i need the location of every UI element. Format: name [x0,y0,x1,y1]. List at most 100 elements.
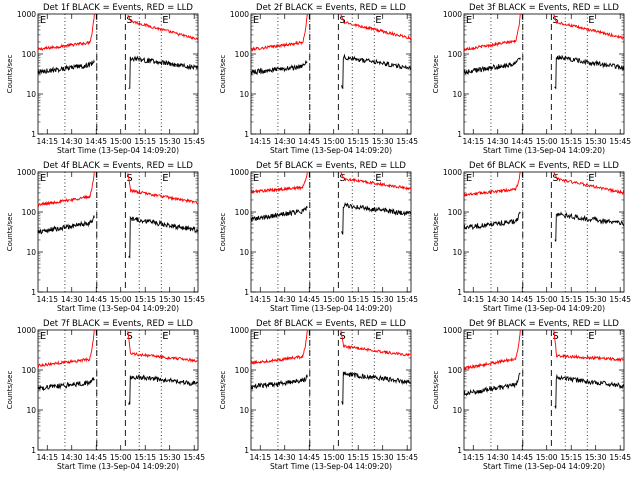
y-tick-label: 10 [452,90,462,99]
events-series-line [37,215,95,235]
y-tick-label: 100 [448,366,463,375]
event-marker-label: E [162,15,168,26]
event-marker-label: E [588,331,594,342]
x-tick-label: 14:45 [511,295,533,304]
x-tick-label: 14:15 [249,137,271,146]
y-tick-label: 1 [457,288,462,297]
panel-title: Det 4f BLACK = Events, RED = LLD [43,161,193,171]
lld-series-line [250,171,308,194]
y-tick-label: 1000 [230,168,249,177]
x-tick-label: 14:45 [511,137,533,146]
lld-series-line [37,329,95,369]
event-marker-label: S [339,331,345,342]
x-tick-label: 15:45 [183,295,205,304]
y-tick-label: 1000 [230,326,249,335]
y-tick-label: 10 [26,406,36,415]
event-marker-label: E [588,173,594,184]
y-tick-label: 10 [239,248,249,257]
x-axis-label: Start Time (13-Sep-04 14:09:20) [270,146,392,155]
lld-series-line [553,330,625,363]
panel-title: Det 9f BLACK = Events, RED = LLD [469,319,619,329]
x-tick-label: 14:30 [61,295,83,304]
lld-series-line [37,171,95,208]
lld-series-line [250,14,308,53]
lld-series-line [340,171,412,191]
x-tick-label: 15:45 [396,453,418,462]
y-tick-label: 1 [31,130,36,139]
x-axis-label: Start Time (13-Sep-04 14:09:20) [483,304,605,313]
panel-title: Det 2f BLACK = Events, RED = LLD [256,3,406,13]
x-tick-label: 15:15 [560,453,582,462]
y-tick-label: 100 [22,208,37,217]
x-tick-label: 15:15 [560,137,582,146]
events-series-line [128,215,199,259]
event-marker-label: S [552,173,558,184]
y-axis-label: Counts/sec [432,213,440,252]
event-marker-label: S [126,15,132,26]
x-axis-label: Start Time (13-Sep-04 14:09:20) [483,146,605,155]
lld-series-line [37,14,95,52]
event-marker-label: E [253,173,259,184]
x-tick-label: 14:45 [298,295,320,304]
x-tick-label: 14:45 [511,453,533,462]
event-marker-label: E [466,173,472,184]
plot-frame [250,171,412,293]
x-tick-label: 15:30 [372,295,394,304]
detector-panel: Det 9f BLACK = Events, RED = LLD 1 10 100 10… [432,319,631,471]
lld-series-line [340,329,412,357]
x-tick-label: 14:45 [298,137,320,146]
detector-panel: Det 1f BLACK = Events, RED = LLD 1 10 100 10… [6,3,205,155]
x-tick-label: 15:15 [134,295,156,304]
y-tick-label: 1000 [230,10,249,19]
y-axis-label: Counts/sec [219,55,227,94]
event-marker-label: E [162,173,168,184]
events-series-line [37,59,95,76]
x-tick-label: 15:45 [609,295,631,304]
y-tick-label: 1 [457,446,462,455]
x-tick-label: 14:15 [249,295,271,304]
x-axis-label: Start Time (13-Sep-04 14:09:20) [270,304,392,313]
x-tick-label: 15:45 [183,137,205,146]
plot-frame [463,171,625,293]
lld-series-line [127,331,199,363]
x-tick-label: 15:00 [110,453,132,462]
y-tick-label: 1000 [443,168,462,177]
event-marker-label: E [375,331,381,342]
y-tick-label: 100 [235,208,250,217]
y-tick-label: 100 [235,50,250,59]
y-tick-label: 1000 [17,326,36,335]
event-marker-label: S [126,173,132,184]
x-axis-label: Start Time (13-Sep-04 14:09:20) [270,462,392,471]
detector-panel: Det 8f BLACK = Events, RED = LLD 1 10 100 10… [219,319,418,471]
event-marker-label: E [40,331,46,342]
y-axis-label: Counts/sec [6,213,14,252]
lld-series-line [463,171,521,197]
x-axis-label: Start Time (13-Sep-04 14:09:20) [57,304,179,313]
y-axis-label: Counts/sec [219,213,227,252]
x-tick-label: 15:30 [159,295,181,304]
detector-panel: Det 4f BLACK = Events, RED = LLD 1 10 100 10… [6,161,205,313]
y-axis-label: Counts/sec [6,371,14,410]
x-tick-label: 15:45 [396,137,418,146]
x-tick-label: 14:15 [462,295,484,304]
y-tick-label: 100 [448,208,463,217]
x-tick-label: 15:30 [585,137,607,146]
x-tick-label: 14:30 [61,137,83,146]
x-tick-label: 15:30 [372,137,394,146]
x-tick-label: 15:45 [396,295,418,304]
y-tick-label: 10 [452,248,462,257]
x-tick-label: 14:30 [61,453,83,462]
x-tick-label: 15:30 [585,295,607,304]
y-tick-label: 100 [22,50,37,59]
x-axis-label: Start Time (13-Sep-04 14:09:20) [57,462,179,471]
y-tick-label: 1 [244,130,249,139]
event-marker-label: E [40,173,46,184]
x-tick-label: 14:30 [487,453,509,462]
x-axis-label: Start Time (13-Sep-04 14:09:20) [57,146,179,155]
lld-series-line [127,173,199,205]
x-tick-label: 15:45 [183,453,205,462]
panel-title: Det 3f BLACK = Events, RED = LLD [469,3,619,13]
y-tick-label: 10 [239,406,249,415]
x-tick-label: 15:00 [536,137,558,146]
x-tick-label: 14:45 [298,453,320,462]
